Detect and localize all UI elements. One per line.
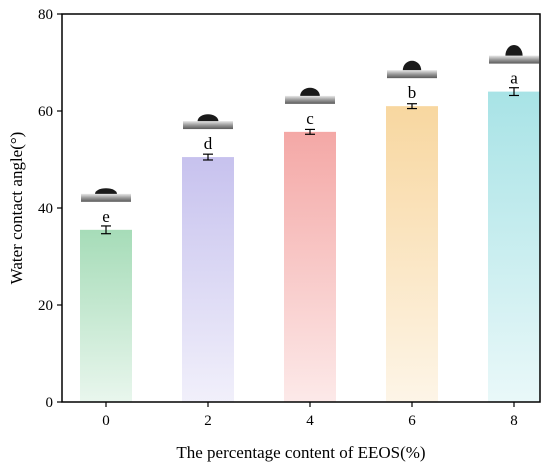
droplet-image-2: [183, 114, 233, 130]
significance-letter-2: d: [204, 134, 213, 153]
bars: [80, 91, 540, 403]
y-tick-label-60: 60: [38, 104, 53, 120]
y-tick-label-0: 0: [46, 395, 54, 411]
y-tick-label-80: 80: [38, 7, 53, 23]
significance-letter-6: b: [408, 83, 417, 102]
x-tick-label-2: 2: [204, 413, 212, 429]
significance-letter-4: c: [306, 109, 314, 128]
droplet-image-8: [489, 44, 539, 64]
x-tick-label-4: 4: [306, 413, 314, 429]
droplet-images: [81, 44, 539, 202]
x-axis-label: The percentage content of EEOS(%): [176, 443, 425, 462]
y-tick-label-40: 40: [38, 201, 53, 217]
error-bar-0: [101, 225, 111, 235]
bar-6: [386, 106, 438, 403]
y-axis-ticks: 0 20 40 60 80: [38, 7, 62, 411]
droplet-image-4: [285, 87, 335, 104]
x-axis-ticks: 0 2 4 6 8: [102, 402, 518, 429]
bar-0: [80, 229, 132, 402]
error-bar-2: [203, 153, 213, 161]
error-bars: [101, 87, 519, 235]
error-bar-4: [305, 128, 315, 135]
bar-8: [488, 91, 540, 402]
significance-letter-0: e: [102, 207, 110, 226]
droplet-image-0: [81, 188, 131, 202]
y-tick-label-20: 20: [38, 298, 53, 314]
x-tick-label-6: 6: [408, 413, 416, 429]
y-axis-label: Water contact angle(°): [7, 132, 26, 285]
significance-letter-8: a: [510, 69, 518, 88]
bar-2: [182, 157, 234, 402]
error-bar-8: [509, 87, 519, 97]
x-tick-label-0: 0: [102, 413, 110, 429]
x-tick-label-8: 8: [510, 413, 518, 429]
significance-letters: e d c b a: [102, 69, 518, 226]
bar-4: [284, 131, 336, 403]
error-bar-6: [407, 103, 417, 110]
droplet-image-6: [387, 60, 437, 79]
